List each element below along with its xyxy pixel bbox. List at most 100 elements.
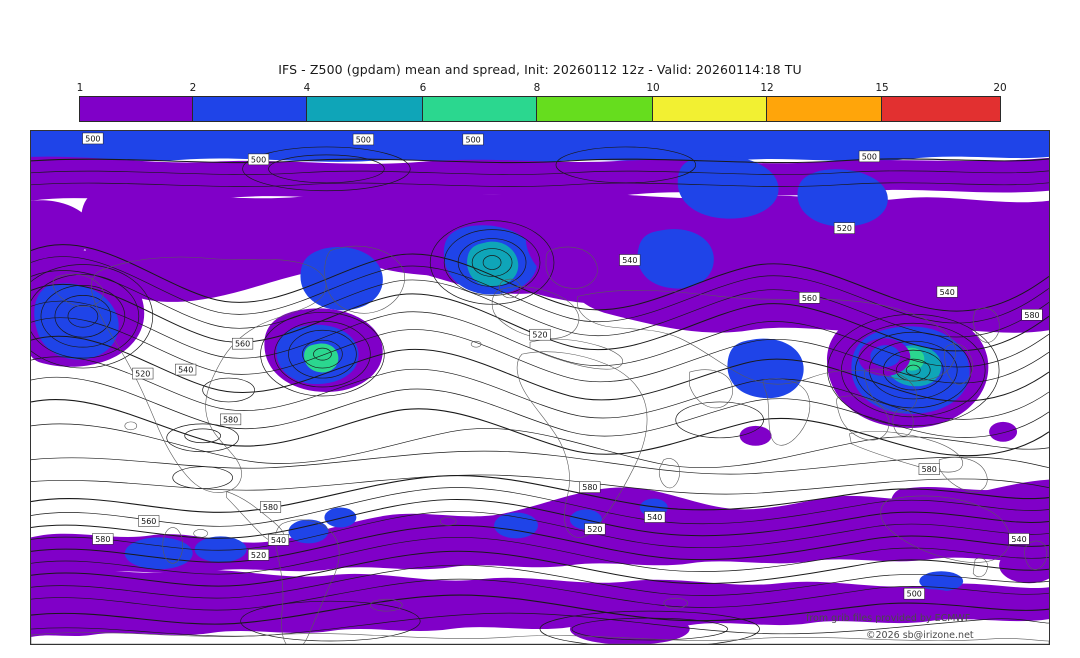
coast-asia bbox=[576, 290, 956, 385]
coast-china-coast bbox=[864, 368, 918, 413]
coast-philippines bbox=[892, 408, 914, 437]
contour-label-box bbox=[92, 533, 114, 545]
contour-label-box bbox=[175, 363, 197, 376]
contour-label-560: 560 bbox=[235, 340, 250, 349]
contour-subtropical-high-1 bbox=[166, 423, 239, 453]
spread-region-arctic-purple bbox=[31, 156, 1049, 202]
contour-label-500: 500 bbox=[466, 135, 481, 144]
contour-label-box bbox=[833, 222, 855, 234]
contour-label-box bbox=[132, 367, 154, 380]
coast-alaska bbox=[52, 273, 104, 307]
contour-subtropical-high-1b bbox=[184, 428, 221, 444]
contour-label-520: 520 bbox=[135, 370, 150, 379]
contour-label-540: 540 bbox=[940, 288, 955, 297]
contour-label-box bbox=[1008, 533, 1030, 545]
contour-arctic-low-1b bbox=[268, 154, 385, 184]
contour-nh-b2 bbox=[31, 270, 1049, 338]
contour-label-box bbox=[138, 515, 160, 527]
data-source-credit: from grib files provided by ECMWF bbox=[806, 613, 971, 624]
contour-label-580: 580 bbox=[95, 535, 110, 544]
contour-label-layer: 500 500 500 500 520 540 560 580 520 520 540 580 500 5… bbox=[82, 132, 1043, 600]
spread-region-atlantic-teal-core bbox=[467, 241, 519, 287]
contour-label-580: 580 bbox=[263, 503, 278, 512]
spread-region-tropical-spot-1-core bbox=[870, 345, 901, 368]
coast-southeast-asia bbox=[836, 395, 890, 441]
coast-indonesia bbox=[849, 431, 963, 473]
spread-region-south-blue-1 bbox=[124, 537, 193, 570]
contour-arctic-low-2 bbox=[555, 146, 697, 184]
coast-tasmania bbox=[972, 557, 988, 578]
contour-sh-b5 bbox=[31, 578, 1049, 611]
coast-island-3 bbox=[470, 340, 482, 348]
contour-label-540: 540 bbox=[271, 536, 286, 545]
contour-label-520: 520 bbox=[587, 525, 602, 534]
contour-label-box bbox=[220, 413, 242, 426]
contour-sh-b2 bbox=[31, 511, 1049, 551]
coast-island-7 bbox=[439, 517, 457, 526]
colorbar-segment-12-15 bbox=[767, 97, 882, 121]
coast-arabia bbox=[689, 369, 733, 409]
contour-subtropical-high-2 bbox=[172, 466, 233, 489]
spread-region-iceland-blue bbox=[300, 246, 383, 311]
contour-label-580: 580 bbox=[582, 483, 597, 492]
contour-label-520: 520 bbox=[251, 551, 266, 560]
coast-madagascar bbox=[658, 458, 681, 489]
contour-label-box bbox=[267, 534, 290, 546]
contour-label-500: 500 bbox=[356, 135, 371, 144]
spread-region-arctic-band bbox=[31, 131, 1049, 164]
contour-label-box bbox=[248, 153, 270, 166]
contour-label-box bbox=[936, 286, 958, 298]
contour-label-540: 540 bbox=[647, 513, 662, 522]
colorbar-segment-1-2 bbox=[80, 97, 193, 121]
coast-island-1 bbox=[162, 527, 184, 564]
contour-label-box bbox=[1021, 309, 1043, 321]
contour-group-pacific-low bbox=[31, 264, 154, 369]
coast-south-america bbox=[275, 519, 340, 644]
coast-europe bbox=[491, 286, 580, 339]
coast-scandinavia bbox=[545, 246, 598, 289]
coast-antarctica bbox=[31, 632, 1049, 644]
contour-label-box bbox=[903, 587, 925, 600]
contour-group-japan-low bbox=[827, 313, 1000, 427]
spread-region-south-blue-10 bbox=[919, 571, 964, 592]
map-canvas[interactable]: 500 500 500 500 520 540 560 580 520 520 540 580 500 5… bbox=[30, 130, 1050, 645]
colorbar-tick-1: 1 bbox=[76, 82, 84, 94]
colorbar-tick-15: 15 bbox=[875, 82, 889, 94]
spread-shading-layer bbox=[31, 131, 1049, 644]
spread-region-pacific-low-blue bbox=[34, 283, 119, 360]
contour-antarctic-low-2b bbox=[571, 617, 728, 641]
contour-label-580: 580 bbox=[223, 415, 238, 424]
contour-label-580: 580 bbox=[1024, 311, 1039, 320]
contour-560-sh bbox=[31, 499, 1049, 539]
colorbar-tick-8: 8 bbox=[533, 82, 541, 94]
colorbar-tick-4: 4 bbox=[303, 82, 311, 94]
contour-antarctic-low-2 bbox=[539, 610, 760, 644]
contour-nh-b3 bbox=[31, 300, 1049, 368]
contour-label-box bbox=[798, 292, 820, 304]
spread-region-indian-spot bbox=[989, 421, 1018, 442]
contour-nh-b7 bbox=[31, 423, 1049, 469]
contour-polar-3 bbox=[31, 182, 1049, 187]
colorbar-tick-6: 6 bbox=[419, 82, 427, 94]
contour-ridge-2 bbox=[31, 474, 1049, 495]
contour-label-box bbox=[644, 511, 666, 523]
contour-label-box bbox=[584, 523, 606, 535]
contour-subtropical-high-4 bbox=[675, 401, 764, 439]
spread-colorbar bbox=[79, 96, 1001, 122]
contour-label-560: 560 bbox=[802, 294, 817, 303]
colorbar-tick-12: 12 bbox=[760, 82, 774, 94]
contour-520-sh bbox=[31, 550, 1049, 587]
copyright-credit: ©2026 sb@irizone.net bbox=[866, 630, 974, 641]
contour-nh-b5 bbox=[31, 356, 1049, 420]
colorbar-segment-4-6 bbox=[307, 97, 423, 121]
contour-arctic-low-1 bbox=[242, 146, 411, 192]
contour-label-580: 580 bbox=[922, 465, 937, 474]
contour-label-box bbox=[248, 549, 270, 561]
colorbar-segment-2-4 bbox=[193, 97, 307, 121]
contour-label-500: 500 bbox=[862, 152, 877, 161]
contour-label-540: 540 bbox=[1011, 535, 1026, 544]
contour-label-box bbox=[352, 133, 374, 146]
contour-540-sh bbox=[31, 524, 1049, 563]
spread-region-okhotsk-blue bbox=[727, 338, 804, 399]
